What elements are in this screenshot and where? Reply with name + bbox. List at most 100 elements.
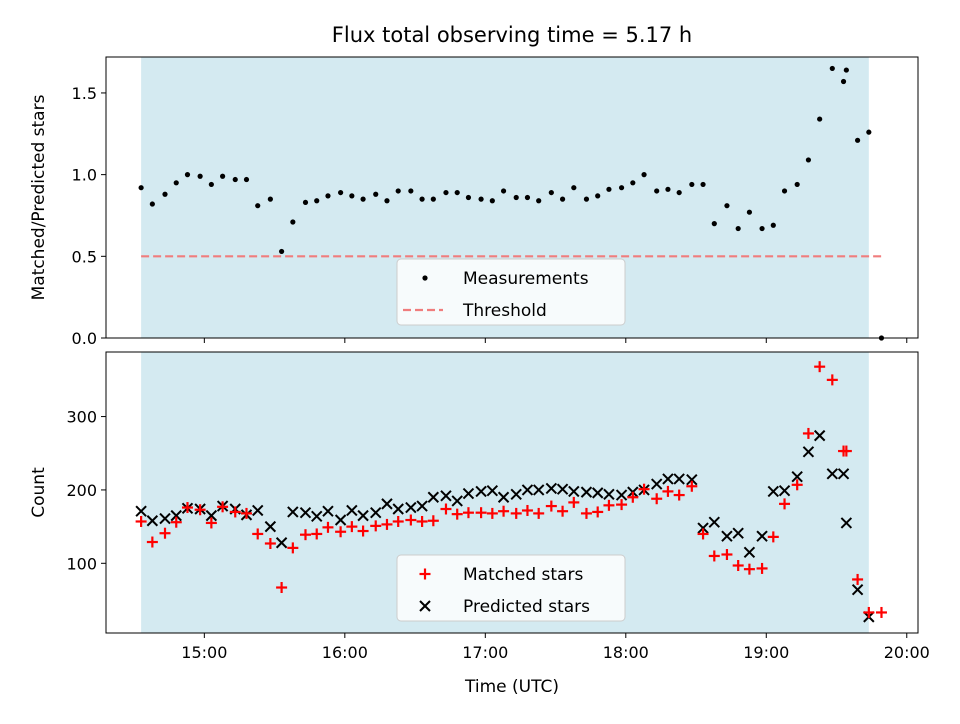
measurement-point [536, 198, 542, 204]
predicted-star-point [334, 514, 347, 526]
x-tick-label: 20:00 [884, 643, 930, 662]
measurement-point [583, 196, 590, 202]
measurement-point [232, 176, 238, 183]
bottom-axes-frame [105, 351, 919, 634]
predicted-star-point [673, 473, 685, 485]
measurement-point [360, 196, 366, 202]
legend-measurement-marker [422, 275, 428, 281]
measurement-point [724, 203, 730, 209]
measurement-point [173, 180, 179, 186]
measurement-point [700, 181, 706, 188]
measurement-point [302, 199, 309, 206]
predicted-star-point [521, 484, 534, 496]
predicted-star-point [686, 473, 698, 486]
measurement-point [618, 185, 625, 191]
predicted-star-point [721, 530, 733, 542]
bottom-x-axis: 15:00 16:00 17:00 18:00 19:00 20:00 [181, 633, 930, 662]
predicted-star-point [778, 484, 791, 497]
predicted-star-point [591, 487, 604, 499]
measurement-point [267, 196, 273, 202]
predicted-star-point [451, 495, 463, 507]
measurement-point [465, 194, 472, 201]
measurement-point [314, 198, 320, 204]
measurement-point [513, 194, 519, 201]
measurement-point [220, 173, 226, 179]
predicted-star-point [545, 482, 558, 495]
measurement-point [746, 209, 753, 215]
measurement-point [759, 225, 765, 232]
legend-box [396, 258, 626, 326]
measurement-point [548, 189, 554, 196]
legend-box [396, 554, 626, 622]
predicted-star-point [837, 468, 850, 480]
x-tick-label: 17:00 [462, 643, 508, 662]
predicted-star-point [322, 505, 334, 517]
measurement-point [395, 188, 401, 194]
measurement-point [197, 173, 203, 179]
measurement-point [781, 188, 788, 194]
predicted-star-point [580, 486, 593, 498]
y-tick-label: 1.0 [72, 166, 97, 185]
measurement-point [794, 181, 800, 188]
measurement-point [384, 198, 390, 204]
predicted-star-point [462, 487, 475, 500]
predicted-star-point [791, 471, 803, 483]
measurement-point [571, 185, 577, 191]
measurement-point [454, 189, 460, 196]
predicted-star-point [159, 512, 171, 525]
predicted-star-point [697, 522, 709, 534]
measurement-point [478, 196, 484, 202]
measurement-point [829, 65, 835, 72]
measurement-point [866, 129, 872, 135]
measurement-point [817, 116, 823, 122]
y-tick-label: 200 [66, 481, 97, 500]
y-tick-label: 0.0 [72, 329, 97, 348]
predicted-star-point [170, 509, 182, 522]
predicted-star-point [826, 468, 839, 480]
top-x-ticks [203, 338, 908, 343]
measurement-point [208, 181, 214, 188]
predicted-star-point [475, 485, 487, 498]
measurement-point [138, 185, 144, 191]
predicted-star-point [392, 503, 404, 515]
predicted-star-point [813, 429, 826, 442]
top-axes-frame [105, 56, 919, 339]
legend-label: Measurements [463, 269, 589, 289]
top-legend: Measurements Threshold [396, 258, 626, 326]
measurement-point [676, 189, 682, 196]
measurement-point [770, 222, 776, 228]
measurement-point [408, 188, 414, 194]
y-tick-label: 0.5 [72, 247, 97, 266]
predicted-star-point [802, 446, 815, 458]
bottom-y-axis: 100 200 300 [66, 408, 106, 573]
top-y-axis-label: Matched/Predicted stars [29, 94, 49, 300]
predicted-star-point [486, 484, 499, 497]
predicted-star-point [405, 501, 417, 514]
measurement-point [630, 180, 636, 186]
measurement-point [641, 172, 647, 178]
x-tick-label: 16:00 [322, 643, 368, 662]
predicted-star-point [615, 489, 628, 501]
measurement-point [595, 193, 601, 199]
measurement-point [654, 188, 660, 194]
bottom-x-axis-label: Time (UTC) [464, 677, 559, 697]
measurement-point [255, 203, 261, 209]
measurement-point [419, 196, 425, 202]
measurement-point [149, 201, 155, 207]
x-tick-label: 19:00 [743, 643, 789, 662]
top-panel: 0.0 0.5 1.0 1.5 Matched/Predicted stars Mea… [29, 56, 919, 348]
measurement-point [184, 172, 191, 178]
bottom-y-axis-label: Count [29, 467, 49, 518]
predicted-star-point [205, 509, 218, 522]
measurement-point [606, 186, 612, 192]
matched-stars-points [135, 361, 887, 618]
top-y-axis: 0.0 0.5 1.0 1.5 [72, 84, 106, 348]
predicted-star-point [416, 500, 428, 512]
measurement-point [854, 137, 861, 143]
measurement-point [805, 157, 812, 163]
measurement-point [279, 248, 285, 255]
x-tick-label: 15:00 [181, 643, 227, 662]
predicted-star-point [650, 478, 663, 490]
measurement-point [840, 78, 847, 85]
predicted-star-point [299, 506, 312, 519]
